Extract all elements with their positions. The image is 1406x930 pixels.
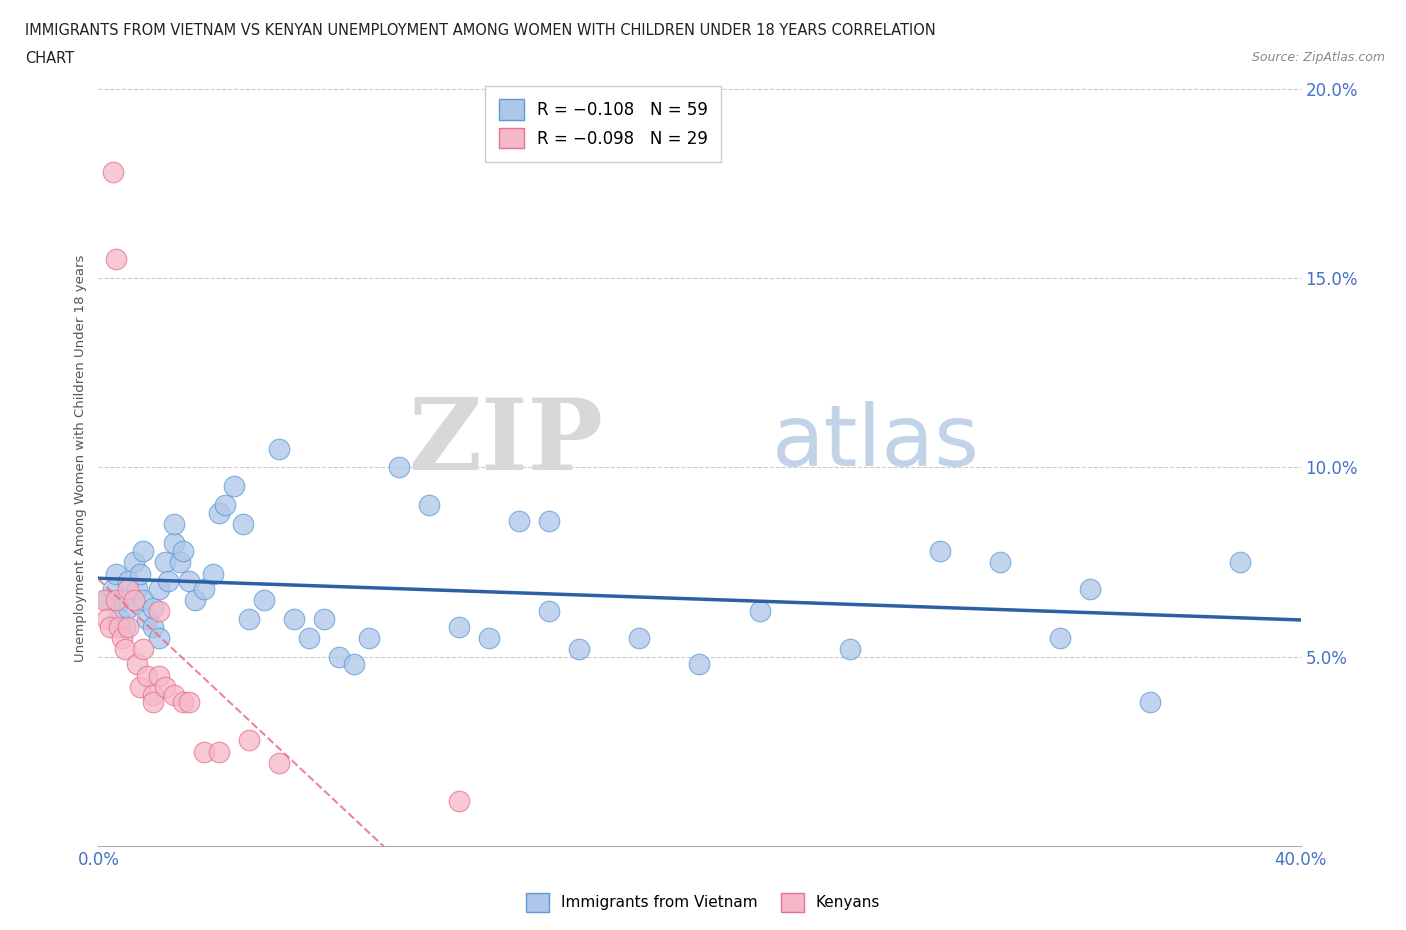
Point bbox=[238, 733, 260, 748]
Point bbox=[117, 619, 139, 634]
Point bbox=[169, 555, 191, 570]
Point bbox=[1049, 631, 1071, 645]
Point bbox=[253, 592, 276, 607]
Point bbox=[132, 642, 155, 657]
Point bbox=[193, 744, 215, 759]
Point bbox=[162, 517, 184, 532]
Point bbox=[153, 680, 176, 695]
Point bbox=[232, 517, 254, 532]
Point bbox=[193, 581, 215, 596]
Point bbox=[838, 642, 860, 657]
Point bbox=[447, 619, 470, 634]
Point bbox=[162, 536, 184, 551]
Point bbox=[124, 555, 146, 570]
Legend: R = −0.108   N = 59, R = −0.098   N = 29: R = −0.108 N = 59, R = −0.098 N = 29 bbox=[485, 86, 721, 162]
Point bbox=[148, 631, 170, 645]
Text: IMMIGRANTS FROM VIETNAM VS KENYAN UNEMPLOYMENT AMONG WOMEN WITH CHILDREN UNDER 1: IMMIGRANTS FROM VIETNAM VS KENYAN UNEMPL… bbox=[25, 23, 936, 38]
Point bbox=[103, 581, 125, 596]
Point bbox=[141, 695, 163, 710]
Point bbox=[105, 592, 128, 607]
Point bbox=[988, 555, 1011, 570]
Point bbox=[214, 498, 236, 512]
Point bbox=[208, 744, 231, 759]
Point bbox=[447, 793, 470, 808]
Point bbox=[538, 604, 561, 618]
Text: CHART: CHART bbox=[25, 51, 75, 66]
Point bbox=[108, 612, 131, 627]
Point bbox=[568, 642, 591, 657]
Point bbox=[111, 631, 134, 645]
Point bbox=[357, 631, 380, 645]
Point bbox=[93, 592, 115, 607]
Text: Source: ZipAtlas.com: Source: ZipAtlas.com bbox=[1251, 51, 1385, 64]
Point bbox=[222, 479, 245, 494]
Point bbox=[117, 581, 139, 596]
Point bbox=[141, 600, 163, 615]
Point bbox=[129, 680, 152, 695]
Point bbox=[96, 612, 118, 627]
Point bbox=[748, 604, 770, 618]
Point bbox=[508, 513, 530, 528]
Point bbox=[96, 592, 118, 607]
Point bbox=[388, 460, 411, 475]
Point bbox=[127, 657, 149, 671]
Point bbox=[117, 574, 139, 589]
Point bbox=[201, 566, 224, 581]
Point bbox=[478, 631, 501, 645]
Point bbox=[105, 252, 128, 267]
Point bbox=[114, 619, 136, 634]
Point bbox=[108, 619, 131, 634]
Point bbox=[328, 649, 350, 664]
Point bbox=[312, 612, 335, 627]
Point bbox=[148, 581, 170, 596]
Point bbox=[298, 631, 321, 645]
Point bbox=[418, 498, 440, 512]
Point bbox=[208, 506, 231, 521]
Point bbox=[172, 543, 194, 558]
Point bbox=[1078, 581, 1101, 596]
Point bbox=[135, 612, 157, 627]
Point bbox=[267, 755, 290, 770]
Point bbox=[929, 543, 952, 558]
Point bbox=[105, 566, 128, 581]
Point bbox=[153, 555, 176, 570]
Point bbox=[148, 604, 170, 618]
Point bbox=[127, 581, 149, 596]
Point bbox=[343, 657, 366, 671]
Point bbox=[177, 574, 200, 589]
Point bbox=[117, 600, 139, 615]
Point bbox=[1229, 555, 1251, 570]
Point bbox=[177, 695, 200, 710]
Point bbox=[238, 612, 260, 627]
Point bbox=[183, 592, 205, 607]
Point bbox=[132, 592, 155, 607]
Point bbox=[141, 687, 163, 702]
Point bbox=[283, 612, 305, 627]
Point bbox=[267, 441, 290, 456]
Point bbox=[172, 695, 194, 710]
Point bbox=[1139, 695, 1161, 710]
Point bbox=[103, 165, 125, 179]
Point bbox=[688, 657, 710, 671]
Y-axis label: Unemployment Among Women with Children Under 18 years: Unemployment Among Women with Children U… bbox=[75, 254, 87, 662]
Point bbox=[111, 592, 134, 607]
Point bbox=[129, 566, 152, 581]
Point bbox=[148, 669, 170, 684]
Text: ZIP: ZIP bbox=[408, 394, 603, 491]
Point bbox=[114, 642, 136, 657]
Point bbox=[132, 543, 155, 558]
Point bbox=[538, 513, 561, 528]
Point bbox=[124, 592, 146, 607]
Point bbox=[628, 631, 651, 645]
Point bbox=[141, 619, 163, 634]
Point bbox=[162, 687, 184, 702]
Legend: Immigrants from Vietnam, Kenyans: Immigrants from Vietnam, Kenyans bbox=[520, 887, 886, 918]
Point bbox=[135, 669, 157, 684]
Text: atlas: atlas bbox=[772, 401, 980, 484]
Point bbox=[100, 619, 122, 634]
Point bbox=[156, 574, 179, 589]
